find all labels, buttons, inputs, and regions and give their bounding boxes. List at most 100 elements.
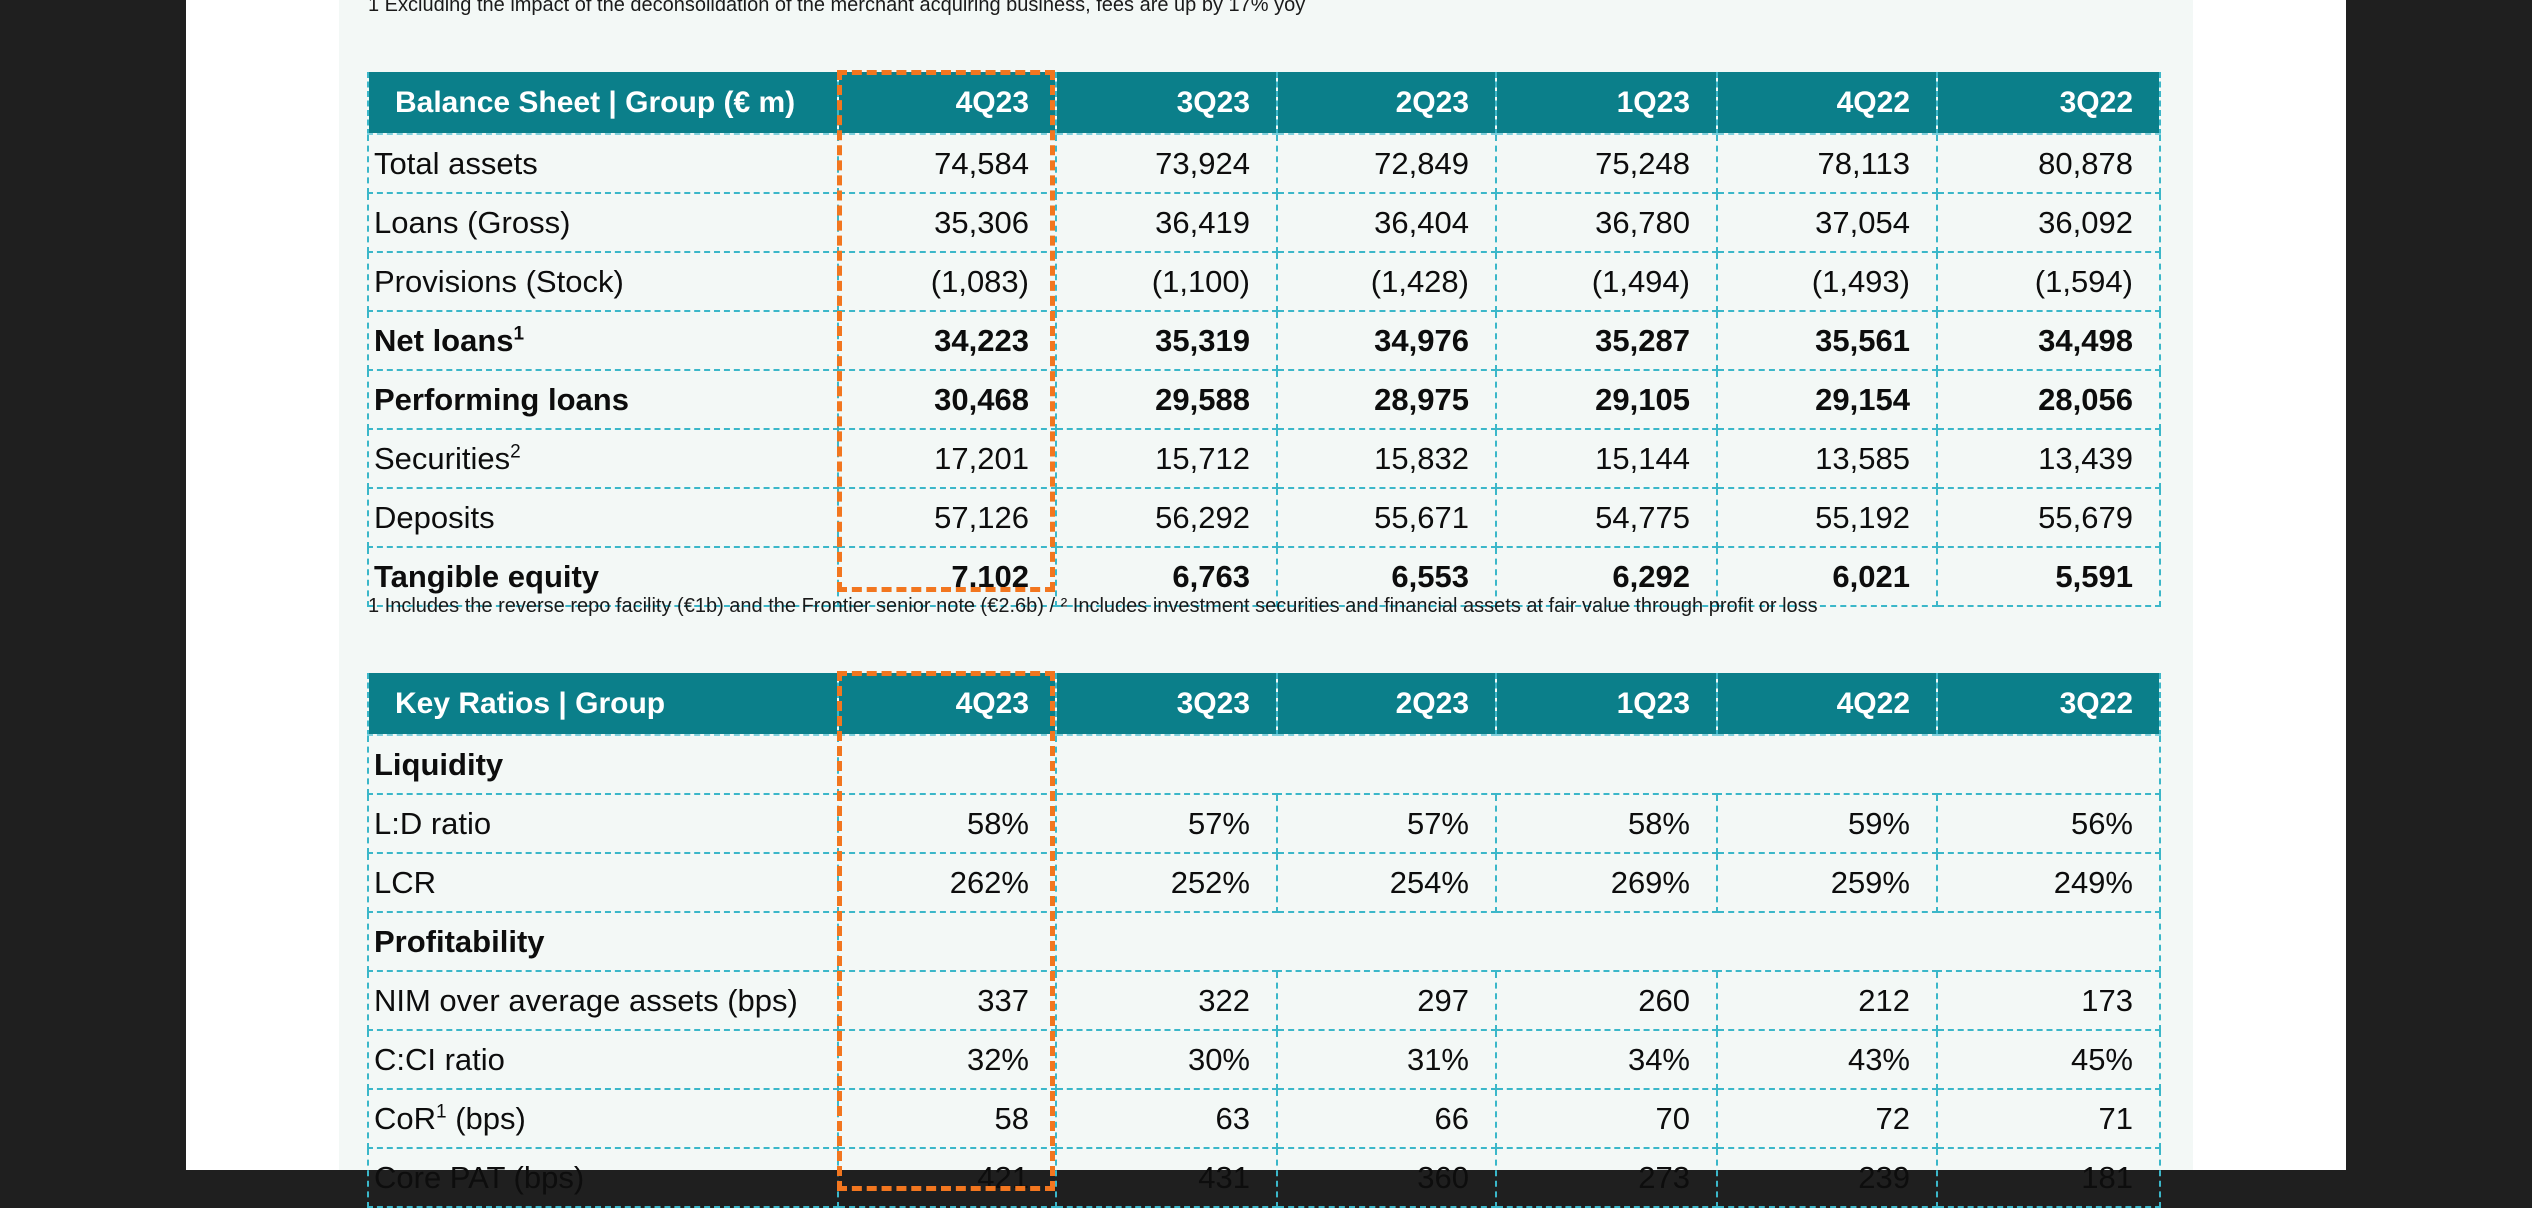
cell-3q23: 15,712 (1055, 428, 1278, 489)
cell-3q23: 57% (1055, 793, 1278, 854)
cell-3q23: 36,419 (1055, 192, 1278, 253)
col-header-4q22: 4Q22 (1716, 673, 1938, 736)
row-label-text: C:CI ratio (374, 1041, 505, 1077)
cell-3q23: 73,924 (1055, 133, 1278, 194)
cell-4q23: 7,102 (837, 546, 1057, 607)
row-label-text: Tangible equity (374, 558, 600, 594)
cell-4q23: 74,584 (837, 133, 1057, 194)
cell-2q23: 28,975 (1276, 369, 1497, 430)
row-label-text: NIM over average assets (bps) (374, 982, 798, 1018)
table-row: C:CI ratio 32% 30% 31% 34% 43% 45% (367, 1029, 2161, 1090)
table-row: Provisions (Stock) (1,083) (1,100) (1,428)(… (367, 251, 2161, 312)
cell-2q23: 36,404 (1276, 192, 1497, 253)
row-label-text: Core PAT (bps) (374, 1159, 585, 1195)
row-label-text: Securities (374, 440, 511, 476)
cell-3q23: 6,763 (1055, 546, 1278, 607)
table-row: Loans (Gross) 35,306 36,419 36,404 36,780 37,… (367, 192, 2161, 253)
table-row: L:D ratio 58% 57% 57% 58% 59% 56% (367, 793, 2161, 854)
cell-4q22: 29,154 (1716, 369, 1938, 430)
cell-4q22: 78,113 (1716, 133, 1938, 194)
cell-4q23: 35,306 (837, 192, 1057, 253)
row-label-text: Provisions (Stock) (374, 263, 624, 299)
cell-4q22: 59% (1716, 793, 1938, 854)
table-row: Securities2 17,201 15,712 15,832 15,144 13,58… (367, 428, 2161, 489)
col-header-4q23: 4Q23 (837, 673, 1057, 736)
section-row: Liquidity (367, 734, 2161, 795)
key-ratios-header-row: Key Ratios | Group 4Q23 3Q23 2Q23 1Q23 4… (367, 673, 2161, 736)
footnote-marker: 1 (513, 323, 525, 345)
cell-1q23: 34% (1495, 1029, 1718, 1090)
row-label-securities: Securities2 (367, 428, 839, 489)
cell-1q23: (1,494) (1495, 251, 1718, 312)
footnote-marker: 2 (510, 441, 521, 463)
table-row: Performing loans 30,468 29,588 28,975 29,105… (367, 369, 2161, 430)
cell-3q22: 45% (1936, 1029, 2161, 1090)
cell-2q23: 34,976 (1276, 310, 1497, 371)
cell-3q22: 5,591 (1936, 546, 2161, 607)
cell-2q23: 15,832 (1276, 428, 1497, 489)
row-label-tangible-equity: Tangible equity (367, 546, 839, 607)
cell-1q23: 15,144 (1495, 428, 1718, 489)
cell-1q23: 6,292 (1495, 546, 1718, 607)
cell-3q22: 173 (1936, 970, 2161, 1031)
cell-3q22: 80,878 (1936, 133, 2161, 194)
row-label-lcr: LCR (367, 852, 839, 913)
cell-3q23: 322 (1055, 970, 1278, 1031)
row-label-text: L:D ratio (374, 805, 492, 841)
col-header-1q23: 1Q23 (1495, 72, 1718, 135)
cell-2q23: 360 (1276, 1147, 1497, 1208)
cell-4q23: 32% (837, 1029, 1057, 1090)
cell-2q23: 57% (1276, 793, 1497, 854)
balance-sheet-table: Balance Sheet | Group (€ m) 4Q23 3Q23 2Q… (367, 72, 2161, 607)
key-ratios-table: Key Ratios | Group 4Q23 3Q23 2Q23 1Q23 4… (367, 673, 2161, 1208)
cell-4q22: 212 (1716, 970, 1938, 1031)
cell-3q23: 35,319 (1055, 310, 1278, 371)
section-cell-rest (1055, 734, 2161, 795)
col-header-2q23: 2Q23 (1276, 72, 1497, 135)
section-row: Profitability (367, 911, 2161, 972)
cell-4q23: 262% (837, 852, 1057, 913)
cell-2q23: (1,428) (1276, 251, 1497, 312)
cell-1q23: 75,248 (1495, 133, 1718, 194)
cell-3q23: 30% (1055, 1029, 1278, 1090)
cell-3q22: 181 (1936, 1147, 2161, 1208)
table-row: Net loans1 34,223 35,319 34,976 35,287 35,561… (367, 310, 2161, 371)
cell-4q23: 58 (837, 1088, 1057, 1149)
cell-3q22: 55,679 (1936, 487, 2161, 548)
row-label-text: CoR (374, 1100, 437, 1136)
col-header-3q22: 3Q22 (1936, 673, 2161, 736)
row-label-text: Total assets (374, 145, 538, 181)
cell-4q22: 35,561 (1716, 310, 1938, 371)
row-label-text: LCR (374, 864, 437, 900)
cell-4q22: 13,585 (1716, 428, 1938, 489)
row-label-suffix: (bps) (446, 1100, 526, 1136)
cell-3q23: 431 (1055, 1147, 1278, 1208)
cell-3q23: 63 (1055, 1088, 1278, 1149)
cell-1q23: 54,775 (1495, 487, 1718, 548)
cell-3q23: 56,292 (1055, 487, 1278, 548)
col-header-4q22: 4Q22 (1716, 72, 1938, 135)
table-row: LCR 262% 252% 254% 269% 259% 249% (367, 852, 2161, 913)
balance-sheet-footnote: 1 Includes the reverse repo facility (€1… (368, 595, 1818, 617)
section-cell-4q23 (837, 911, 1057, 972)
cell-3q22: 71 (1936, 1088, 2161, 1149)
cell-1q23: 269% (1495, 852, 1718, 913)
section-cell-4q23 (837, 734, 1057, 795)
cell-4q22: (1,493) (1716, 251, 1938, 312)
cell-4q23: 421 (837, 1147, 1057, 1208)
col-header-3q22: 3Q22 (1936, 72, 2161, 135)
table-row: NIM over average assets (bps) 337 322 297 26… (367, 970, 2161, 1031)
table-row: Total assets 74,584 73,924 72,849 75,248 78,1… (367, 133, 2161, 194)
balance-sheet-title: Balance Sheet | Group (€ m) (367, 72, 839, 135)
col-header-4q23: 4Q23 (837, 72, 1057, 135)
cell-4q23: 337 (837, 970, 1057, 1031)
row-label-total-assets: Total assets (367, 133, 839, 194)
cell-1q23: 36,780 (1495, 192, 1718, 253)
cell-4q22: 72 (1716, 1088, 1938, 1149)
section-cell-rest (1055, 911, 2161, 972)
top-footnote: 1 Excluding the impact of the deconsolid… (368, 0, 1306, 16)
row-label-core-pat-bps: Core PAT (bps) (367, 1147, 839, 1208)
table-row: CoR1 (bps) 58 63 66 70 72 71 (367, 1088, 2161, 1149)
cell-4q23: 30,468 (837, 369, 1057, 430)
section-heading-liquidity: Liquidity (367, 734, 839, 795)
